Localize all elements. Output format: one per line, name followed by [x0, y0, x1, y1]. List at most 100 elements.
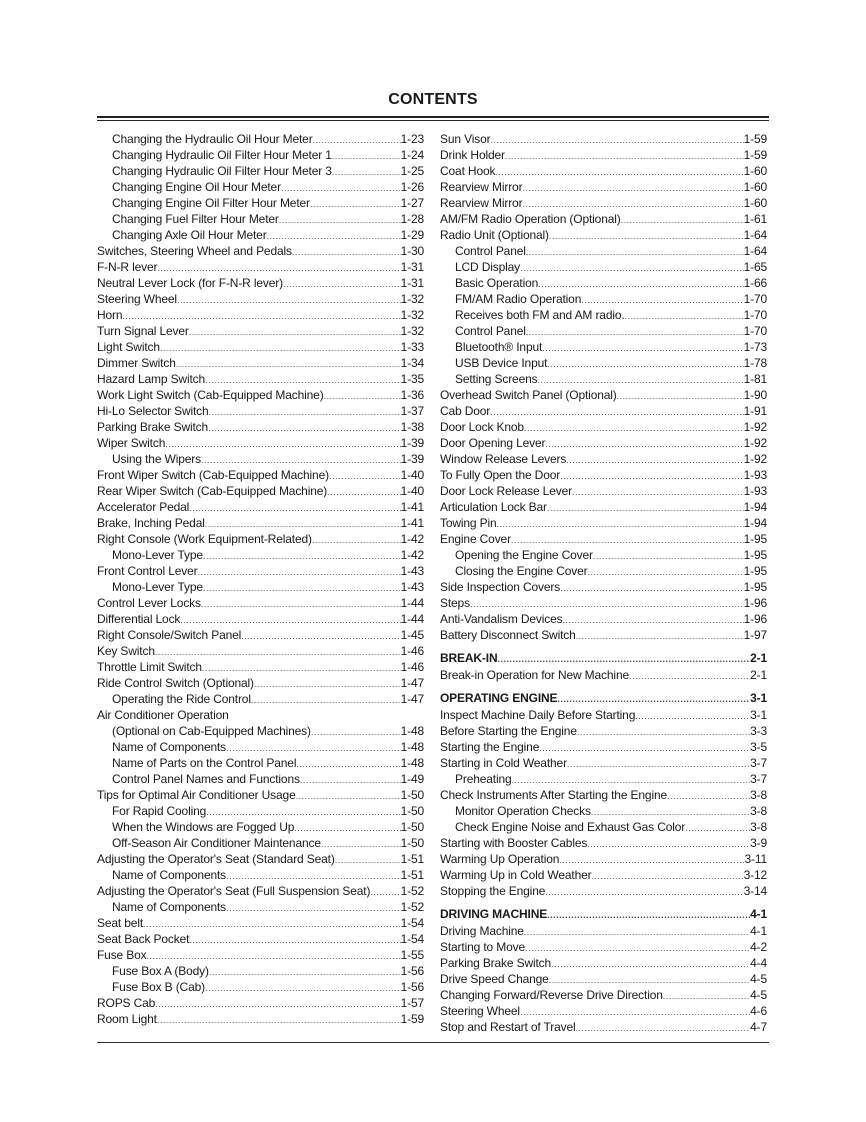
toc-entry[interactable]: Off-Season Air Conditioner Maintenance 1-…: [97, 835, 424, 851]
toc-entry[interactable]: Changing the Hydraulic Oil Hour Meter 1-2…: [97, 131, 424, 147]
toc-entry[interactable]: Drive Speed Change 4-5: [440, 971, 767, 987]
toc-entry[interactable]: Air Conditioner Operation: [97, 707, 424, 723]
toc-entry[interactable]: Seat belt 1-54: [97, 915, 424, 931]
toc-entry[interactable]: Rearview Mirror 1-60: [440, 195, 767, 211]
toc-entry[interactable]: Control Panel 1-70: [440, 323, 767, 339]
toc-entry[interactable]: Starting the Engine 3-5: [440, 739, 767, 755]
toc-entry[interactable]: Closing the Engine Cover 1-95: [440, 563, 767, 579]
toc-entry[interactable]: Driving Machine 4-1: [440, 923, 767, 939]
toc-entry[interactable]: Key Switch 1-46: [97, 643, 424, 659]
toc-entry[interactable]: Changing Fuel Filter Hour Meter 1-28: [97, 211, 424, 227]
toc-section-heading[interactable]: DRIVING MACHINE 4-1: [440, 905, 767, 923]
toc-section-heading[interactable]: OPERATING ENGINE 3-1: [440, 689, 767, 707]
toc-entry[interactable]: Coat Hook 1-60: [440, 163, 767, 179]
toc-entry[interactable]: Changing Engine Oil Filter Hour Meter 1-2…: [97, 195, 424, 211]
toc-entry[interactable]: Fuse Box B (Cab) 1-56: [97, 979, 424, 995]
toc-entry[interactable]: Fuse Box 1-55: [97, 947, 424, 963]
toc-entry[interactable]: Warming Up in Cold Weather 3-12: [440, 867, 767, 883]
toc-entry[interactable]: Cab Door 1-91: [440, 403, 767, 419]
toc-entry[interactable]: Control Panel 1-64: [440, 243, 767, 259]
toc-entry[interactable]: AM/FM Radio Operation (Optional) 1-61: [440, 211, 767, 227]
toc-entry[interactable]: Name of Parts on the Control Panel 1-48: [97, 755, 424, 771]
toc-entry[interactable]: Name of Components 1-48: [97, 739, 424, 755]
toc-entry[interactable]: Starting in Cold Weather 3-7: [440, 755, 767, 771]
toc-entry[interactable]: Battery Disconnect Switch 1-97: [440, 627, 767, 643]
toc-entry[interactable]: Name of Components 1-52: [97, 899, 424, 915]
toc-entry[interactable]: Break-in Operation for New Machine 2-1: [440, 667, 767, 683]
toc-entry[interactable]: To Fully Open the Door 1-93: [440, 467, 767, 483]
toc-entry[interactable]: Tips for Optimal Air Conditioner Usage 1-…: [97, 787, 424, 803]
toc-entry[interactable]: Name of Components 1-51: [97, 867, 424, 883]
toc-entry[interactable]: Bluetooth® Input 1-73: [440, 339, 767, 355]
toc-entry[interactable]: Ride Control Switch (Optional) 1-47: [97, 675, 424, 691]
toc-entry[interactable]: Stop and Restart of Travel 4-7: [440, 1019, 767, 1035]
toc-entry[interactable]: Opening the Engine Cover 1-95: [440, 547, 767, 563]
toc-entry[interactable]: Front Control Lever 1-43: [97, 563, 424, 579]
toc-entry[interactable]: Right Console/Switch Panel 1-45: [97, 627, 424, 643]
toc-entry[interactable]: Control Lever Locks 1-44: [97, 595, 424, 611]
toc-entry[interactable]: Mono-Lever Type 1-43: [97, 579, 424, 595]
toc-entry[interactable]: Stopping the Engine 3-14: [440, 883, 767, 899]
toc-entry[interactable]: Drink Holder 1-59: [440, 147, 767, 163]
toc-entry[interactable]: Steps 1-96: [440, 595, 767, 611]
toc-entry[interactable]: Adjusting the Operator's Seat (Full Susp…: [97, 883, 424, 899]
toc-entry[interactable]: Warming Up Operation 3-11: [440, 851, 767, 867]
toc-entry[interactable]: Inspect Machine Daily Before Starting 3-1: [440, 707, 767, 723]
toc-entry[interactable]: Switches, Steering Wheel and Pedals 1-30: [97, 243, 424, 259]
toc-entry[interactable]: Changing Hydraulic Oil Filter Hour Meter…: [97, 163, 424, 179]
toc-entry[interactable]: Door Lock Knob 1-92: [440, 419, 767, 435]
toc-entry[interactable]: Door Lock Release Lever 1-93: [440, 483, 767, 499]
toc-entry[interactable]: Parking Brake Switch 1-38: [97, 419, 424, 435]
toc-section-heading[interactable]: BREAK-IN 2-1: [440, 649, 767, 667]
toc-entry[interactable]: Work Light Switch (Cab-Equipped Machine)…: [97, 387, 424, 403]
toc-entry[interactable]: Room Light 1-59: [97, 1011, 424, 1027]
toc-entry[interactable]: Right Console (Work Equipment-Related) 1-…: [97, 531, 424, 547]
toc-entry[interactable]: Turn Signal Lever 1-32: [97, 323, 424, 339]
toc-entry[interactable]: Parking Brake Switch 4-4: [440, 955, 767, 971]
toc-entry[interactable]: Basic Operation 1-66: [440, 275, 767, 291]
toc-entry[interactable]: Hazard Lamp Switch 1-35: [97, 371, 424, 387]
toc-entry[interactable]: Setting Screens 1-81: [440, 371, 767, 387]
toc-entry[interactable]: Check Engine Noise and Exhaust Gas Color…: [440, 819, 767, 835]
toc-entry[interactable]: Starting with Booster Cables 3-9: [440, 835, 767, 851]
toc-entry[interactable]: Receives both FM and AM radio. 1-70: [440, 307, 767, 323]
toc-entry[interactable]: Steering Wheel 1-32: [97, 291, 424, 307]
toc-entry[interactable]: Rearview Mirror 1-60: [440, 179, 767, 195]
toc-entry[interactable]: When the Windows are Fogged Up 1-50: [97, 819, 424, 835]
toc-entry[interactable]: LCD Display 1-65: [440, 259, 767, 275]
toc-entry[interactable]: Dimmer Switch 1-34: [97, 355, 424, 371]
toc-entry[interactable]: Hi-Lo Selector Switch 1-37: [97, 403, 424, 419]
toc-entry[interactable]: Rear Wiper Switch (Cab-Equipped Machine)…: [97, 483, 424, 499]
toc-entry[interactable]: Steering Wheel 4-6: [440, 1003, 767, 1019]
toc-entry[interactable]: Changing Axle Oil Hour Meter 1-29: [97, 227, 424, 243]
toc-entry[interactable]: Throttle Limit Switch 1-46: [97, 659, 424, 675]
toc-entry[interactable]: Control Panel Names and Functions 1-49: [97, 771, 424, 787]
toc-entry[interactable]: Front Wiper Switch (Cab-Equipped Machine…: [97, 467, 424, 483]
toc-entry[interactable]: Changing Hydraulic Oil Filter Hour Meter…: [97, 147, 424, 163]
toc-entry[interactable]: Neutral Lever Lock (for F-N-R lever) 1-31: [97, 275, 424, 291]
toc-entry[interactable]: Window Release Levers 1-92: [440, 451, 767, 467]
toc-entry[interactable]: For Rapid Cooling 1-50: [97, 803, 424, 819]
toc-entry[interactable]: FM/AM Radio Operation 1-70: [440, 291, 767, 307]
toc-entry[interactable]: Monitor Operation Checks 3-8: [440, 803, 767, 819]
toc-entry[interactable]: Fuse Box A (Body) 1-56: [97, 963, 424, 979]
toc-entry[interactable]: F-N-R lever 1-31: [97, 259, 424, 275]
toc-entry[interactable]: Overhead Switch Panel (Optional) 1-90: [440, 387, 767, 403]
toc-entry[interactable]: Wiper Switch 1-39: [97, 435, 424, 451]
toc-entry[interactable]: Preheating 3-7: [440, 771, 767, 787]
toc-entry[interactable]: Brake, Inching Pedal 1-41: [97, 515, 424, 531]
toc-entry[interactable]: ROPS Cab 1-57: [97, 995, 424, 1011]
toc-entry[interactable]: Towing Pin 1-94: [440, 515, 767, 531]
toc-entry[interactable]: (Optional on Cab-Equipped Machines) 1-48: [97, 723, 424, 739]
toc-entry[interactable]: Operating the Ride Control 1-47: [97, 691, 424, 707]
toc-entry[interactable]: Radio Unit (Optional) 1-64: [440, 227, 767, 243]
toc-entry[interactable]: Using the Wipers 1-39: [97, 451, 424, 467]
toc-entry[interactable]: Starting to Move 4-2: [440, 939, 767, 955]
toc-entry[interactable]: Accelerator Pedal 1-41: [97, 499, 424, 515]
toc-entry[interactable]: Side Inspection Covers 1-95: [440, 579, 767, 595]
toc-entry[interactable]: Articulation Lock Bar 1-94: [440, 499, 767, 515]
toc-entry[interactable]: Light Switch 1-33: [97, 339, 424, 355]
toc-entry[interactable]: Sun Visor 1-59: [440, 131, 767, 147]
toc-entry[interactable]: USB Device Input 1-78: [440, 355, 767, 371]
toc-entry[interactable]: Door Opening Lever 1-92: [440, 435, 767, 451]
